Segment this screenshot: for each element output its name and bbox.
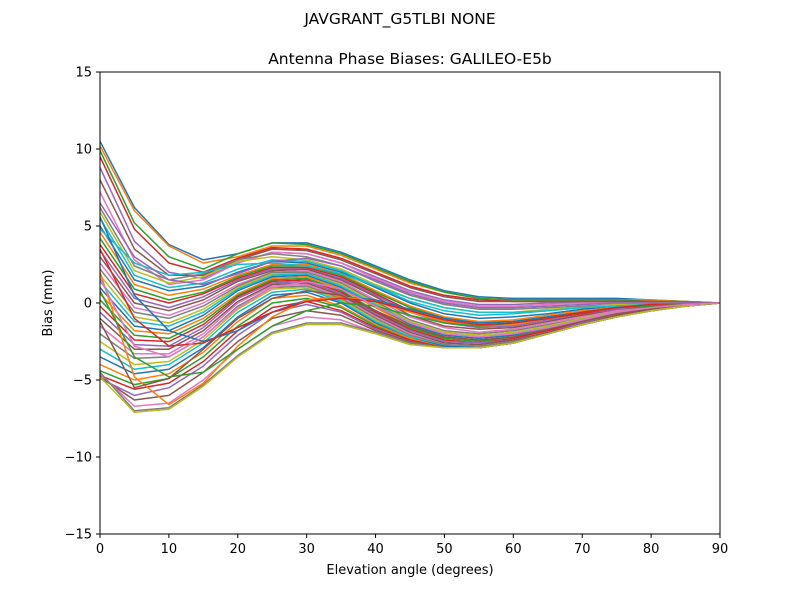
x-tick-label: 60 — [505, 542, 522, 557]
series-line-43 — [100, 248, 720, 347]
y-tick-label: −5 — [73, 374, 92, 389]
series-line-16 — [100, 262, 720, 334]
series-layer — [100, 140, 720, 414]
y-tick-label: 15 — [75, 66, 92, 81]
series-line-2 — [100, 150, 720, 304]
y-tick-label: 10 — [75, 143, 92, 158]
x-tick-label: 40 — [367, 542, 384, 557]
plot-frame — [99, 71, 721, 535]
series-line-44 — [100, 202, 720, 309]
x-tick-label: 20 — [230, 542, 247, 557]
y-tick-label: −15 — [65, 528, 92, 543]
x-tick-label: 90 — [712, 542, 729, 557]
x-axis-label: Elevation angle (degrees) — [326, 563, 493, 578]
series-line-45 — [100, 289, 720, 389]
y-axis-label: Bias (mm) — [41, 270, 56, 337]
y-tick-label: −10 — [65, 451, 92, 466]
x-tick-label: 50 — [436, 542, 453, 557]
x-tick-label: 0 — [96, 542, 104, 557]
x-tick-label: 70 — [574, 542, 591, 557]
series-line-5 — [100, 179, 720, 304]
series-line-39 — [100, 228, 720, 313]
series-line-46 — [100, 278, 720, 358]
series-line-0 — [100, 140, 720, 304]
chart-title: Antenna Phase Biases: GALILEO-E5b — [268, 50, 552, 68]
y-tick-label: 0 — [84, 297, 92, 312]
series-line-25 — [100, 282, 720, 350]
y-tick-label: 5 — [84, 220, 92, 235]
x-tick-label: 80 — [643, 542, 660, 557]
x-tick-label: 30 — [298, 542, 315, 557]
x-tick-label: 10 — [161, 542, 178, 557]
figure-suptitle: JAVGRANT_G5TLBI NONE — [303, 10, 495, 29]
series-line-38 — [100, 302, 720, 414]
